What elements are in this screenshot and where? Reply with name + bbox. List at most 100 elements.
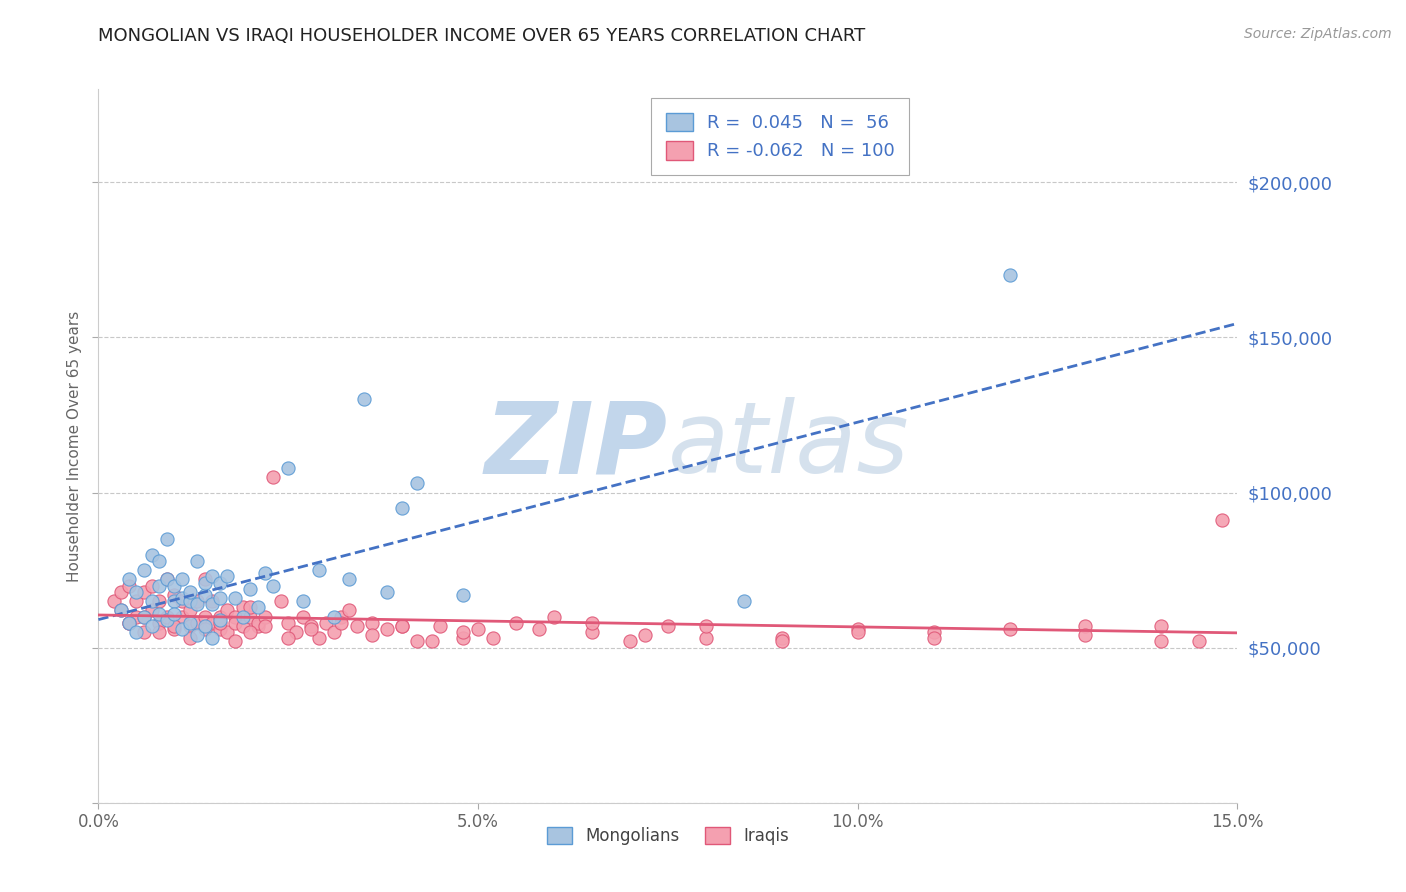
Point <box>156 573 179 587</box>
Point <box>239 582 262 596</box>
Point <box>179 594 201 608</box>
Point <box>179 615 201 630</box>
Point <box>208 615 231 630</box>
Point <box>163 579 186 593</box>
Point <box>132 584 155 599</box>
Point <box>482 632 505 646</box>
Point <box>360 615 382 630</box>
Point <box>284 625 307 640</box>
Point <box>194 622 217 636</box>
Point <box>110 584 132 599</box>
Point <box>125 584 148 599</box>
Point <box>375 584 398 599</box>
Point <box>634 628 657 642</box>
Point <box>208 609 231 624</box>
Point <box>208 613 231 627</box>
Point <box>922 625 945 640</box>
Point <box>208 575 231 590</box>
Point <box>1074 628 1097 642</box>
Point <box>179 619 201 633</box>
Point <box>118 615 141 630</box>
Point <box>125 625 148 640</box>
Point <box>186 594 208 608</box>
Point <box>163 588 186 602</box>
Point <box>118 615 141 630</box>
Point <box>148 579 170 593</box>
Point <box>217 603 239 617</box>
Point <box>322 609 344 624</box>
Point <box>179 584 201 599</box>
Point <box>186 554 208 568</box>
Point <box>451 588 474 602</box>
Point <box>224 609 246 624</box>
Point <box>254 566 277 581</box>
Point <box>179 632 201 646</box>
Point <box>770 634 793 648</box>
Point <box>292 609 315 624</box>
Text: Source: ZipAtlas.com: Source: ZipAtlas.com <box>1244 27 1392 41</box>
Point <box>733 594 755 608</box>
Point <box>156 532 179 546</box>
Point <box>217 569 239 583</box>
Point <box>337 603 360 617</box>
Point <box>170 573 193 587</box>
Point <box>451 625 474 640</box>
Point <box>141 603 163 617</box>
Point <box>360 628 382 642</box>
Point <box>156 573 179 587</box>
Point <box>194 573 217 587</box>
Point <box>170 622 193 636</box>
Point <box>262 579 284 593</box>
Point <box>308 563 330 577</box>
Legend: Mongolians, Iraqis: Mongolians, Iraqis <box>540 820 796 852</box>
Point <box>170 591 193 605</box>
Point <box>201 597 224 611</box>
Point <box>141 594 163 608</box>
Point <box>330 615 353 630</box>
Point <box>232 600 254 615</box>
Point <box>527 622 550 636</box>
Point <box>194 619 217 633</box>
Point <box>406 476 429 491</box>
Point <box>505 615 527 630</box>
Text: atlas: atlas <box>668 398 910 494</box>
Point <box>422 634 444 648</box>
Point <box>292 594 315 608</box>
Point <box>132 609 155 624</box>
Point <box>232 609 254 624</box>
Point <box>148 625 170 640</box>
Point <box>125 594 148 608</box>
Point <box>148 607 170 621</box>
Point <box>270 594 292 608</box>
Point <box>657 619 679 633</box>
Point <box>217 625 239 640</box>
Point <box>224 634 246 648</box>
Point <box>254 609 277 624</box>
Point <box>346 619 368 633</box>
Point <box>337 573 360 587</box>
Point <box>148 554 170 568</box>
Point <box>224 615 246 630</box>
Point <box>201 594 224 608</box>
Point <box>208 622 231 636</box>
Point <box>239 625 262 640</box>
Point <box>429 619 451 633</box>
Point <box>1074 619 1097 633</box>
Point <box>163 622 186 636</box>
Point <box>194 609 217 624</box>
Point <box>118 573 141 587</box>
Point <box>299 622 322 636</box>
Point <box>186 628 208 642</box>
Point <box>543 609 565 624</box>
Point <box>179 603 201 617</box>
Point <box>695 632 717 646</box>
Point <box>170 609 193 624</box>
Point <box>103 594 125 608</box>
Point <box>1150 634 1173 648</box>
Point <box>998 268 1021 283</box>
Point <box>998 622 1021 636</box>
Point <box>246 615 269 630</box>
Point <box>375 622 398 636</box>
Point <box>194 575 217 590</box>
Point <box>254 619 277 633</box>
